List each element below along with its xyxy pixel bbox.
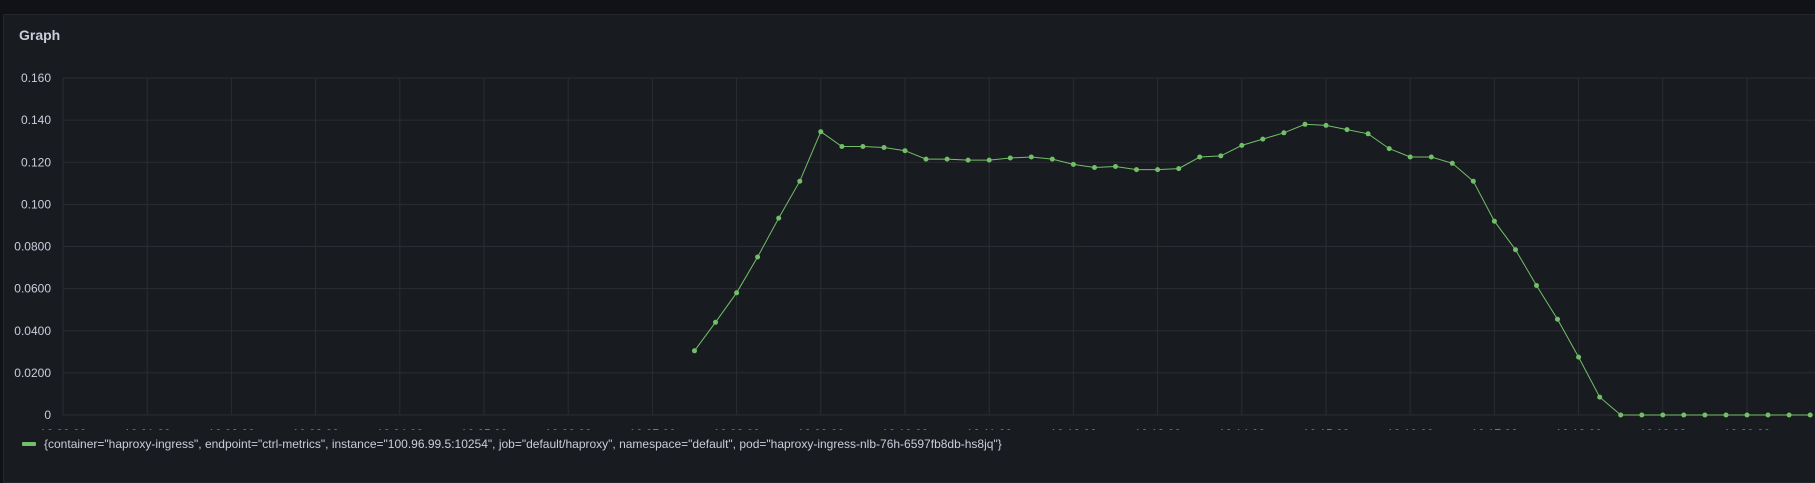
data-point [860,144,866,149]
data-point [1491,218,1497,224]
data-point [1597,394,1603,400]
x-tick-label: 16:01:00 [124,427,171,430]
legend-series-label[interactable]: {container="haproxy-ingress", endpoint="… [44,437,1002,451]
data-point [881,145,887,150]
x-tick-label: 16:08:00 [713,427,760,430]
panel-title[interactable]: Graph [19,27,61,43]
x-tick-label: 16:06:00 [545,427,592,430]
data-point [755,254,761,260]
x-tick-label: 16:10:00 [882,427,929,430]
x-tick-label: 16:00:00 [40,427,87,430]
y-tick-label: 0.140 [21,113,51,127]
y-tick-label: 0.100 [21,197,51,211]
data-point [1386,146,1392,152]
data-point [1744,412,1750,418]
data-point [1049,156,1055,162]
data-point [1660,412,1666,418]
legend-swatch[interactable] [22,442,36,446]
data-point [1239,142,1245,148]
data-point [1470,178,1476,184]
data-point [1323,122,1329,128]
data-point [1702,412,1708,418]
data-point [1639,412,1645,418]
data-point [1092,165,1097,170]
data-point [1007,155,1013,161]
x-tick-label: 16:14:00 [1218,427,1265,430]
y-tick-label: 0.0800 [14,240,51,254]
data-point [944,156,950,162]
x-tick-label: 16:20:00 [1724,427,1771,430]
data-point [692,348,697,354]
data-point [1681,412,1687,418]
data-point [1113,164,1118,169]
data-point [1555,316,1560,322]
data-point [1260,136,1266,142]
x-tick-label: 16:18:00 [1555,427,1602,430]
series-line [694,123,1811,416]
y-tick-label: 0 [44,408,51,422]
data-point [1197,154,1203,160]
data-point [1449,160,1455,166]
data-point [1513,247,1518,253]
data-point [923,156,929,162]
data-point [1134,167,1139,173]
data-point [1723,412,1729,418]
data-point [986,157,992,163]
x-tick-label: 16:13:00 [1134,427,1181,430]
time-series-chart[interactable]: 0 0.0200 0.0400 0.0600 0.0800 0.100 0.120 0.140… [0,0,1815,430]
data-point [839,144,845,149]
data-point [1786,412,1792,418]
data-point [776,215,782,221]
data-point [713,319,718,325]
data-point [1807,412,1813,418]
data-point [818,129,824,135]
data-point [734,290,740,296]
data-point [1765,412,1771,418]
data-point [965,157,971,163]
x-tick-label: 16:19:00 [1639,427,1686,430]
x-tick-label: 16:05:00 [461,427,508,430]
legend: {container="haproxy-ingress", endpoint="… [22,436,1002,452]
graph-panel: Graph [3,14,1815,483]
y-tick-label: 0.160 [21,71,51,85]
x-tick-label: 16:03:00 [292,427,339,430]
data-point [797,178,803,184]
data-point [902,148,908,154]
x-tick-label: 16:07:00 [629,427,676,430]
data-point [1028,154,1034,160]
y-tick-label: 0.0200 [14,366,51,380]
data-point [1218,153,1224,159]
x-tick-label: 16:04:00 [376,427,423,430]
data-point [1365,131,1371,137]
data-point [1344,127,1350,133]
x-tick-label: 16:15:00 [1303,427,1350,430]
x-tick-label: 16:17:00 [1471,427,1518,430]
data-point [1176,166,1182,172]
data-point [1618,412,1624,418]
data-point [1407,154,1413,160]
x-tick-label: 16:11:00 [966,427,1012,430]
data-point [1070,161,1076,167]
x-tick-label: 16:12:00 [1050,427,1097,430]
data-point [1534,283,1539,288]
data-point [1155,167,1161,173]
data-point [1302,121,1308,127]
y-tick-label: 0.120 [21,155,51,169]
x-tick-label: 16:09:00 [797,427,844,430]
x-tick-label: 16:02:00 [208,427,255,430]
y-tick-label: 0.0400 [14,324,51,338]
data-point [1576,354,1582,360]
x-tick-label: 16:16:00 [1387,427,1434,430]
y-tick-label: 0.0600 [14,282,51,296]
data-point [1428,154,1434,160]
data-point [1281,130,1287,136]
